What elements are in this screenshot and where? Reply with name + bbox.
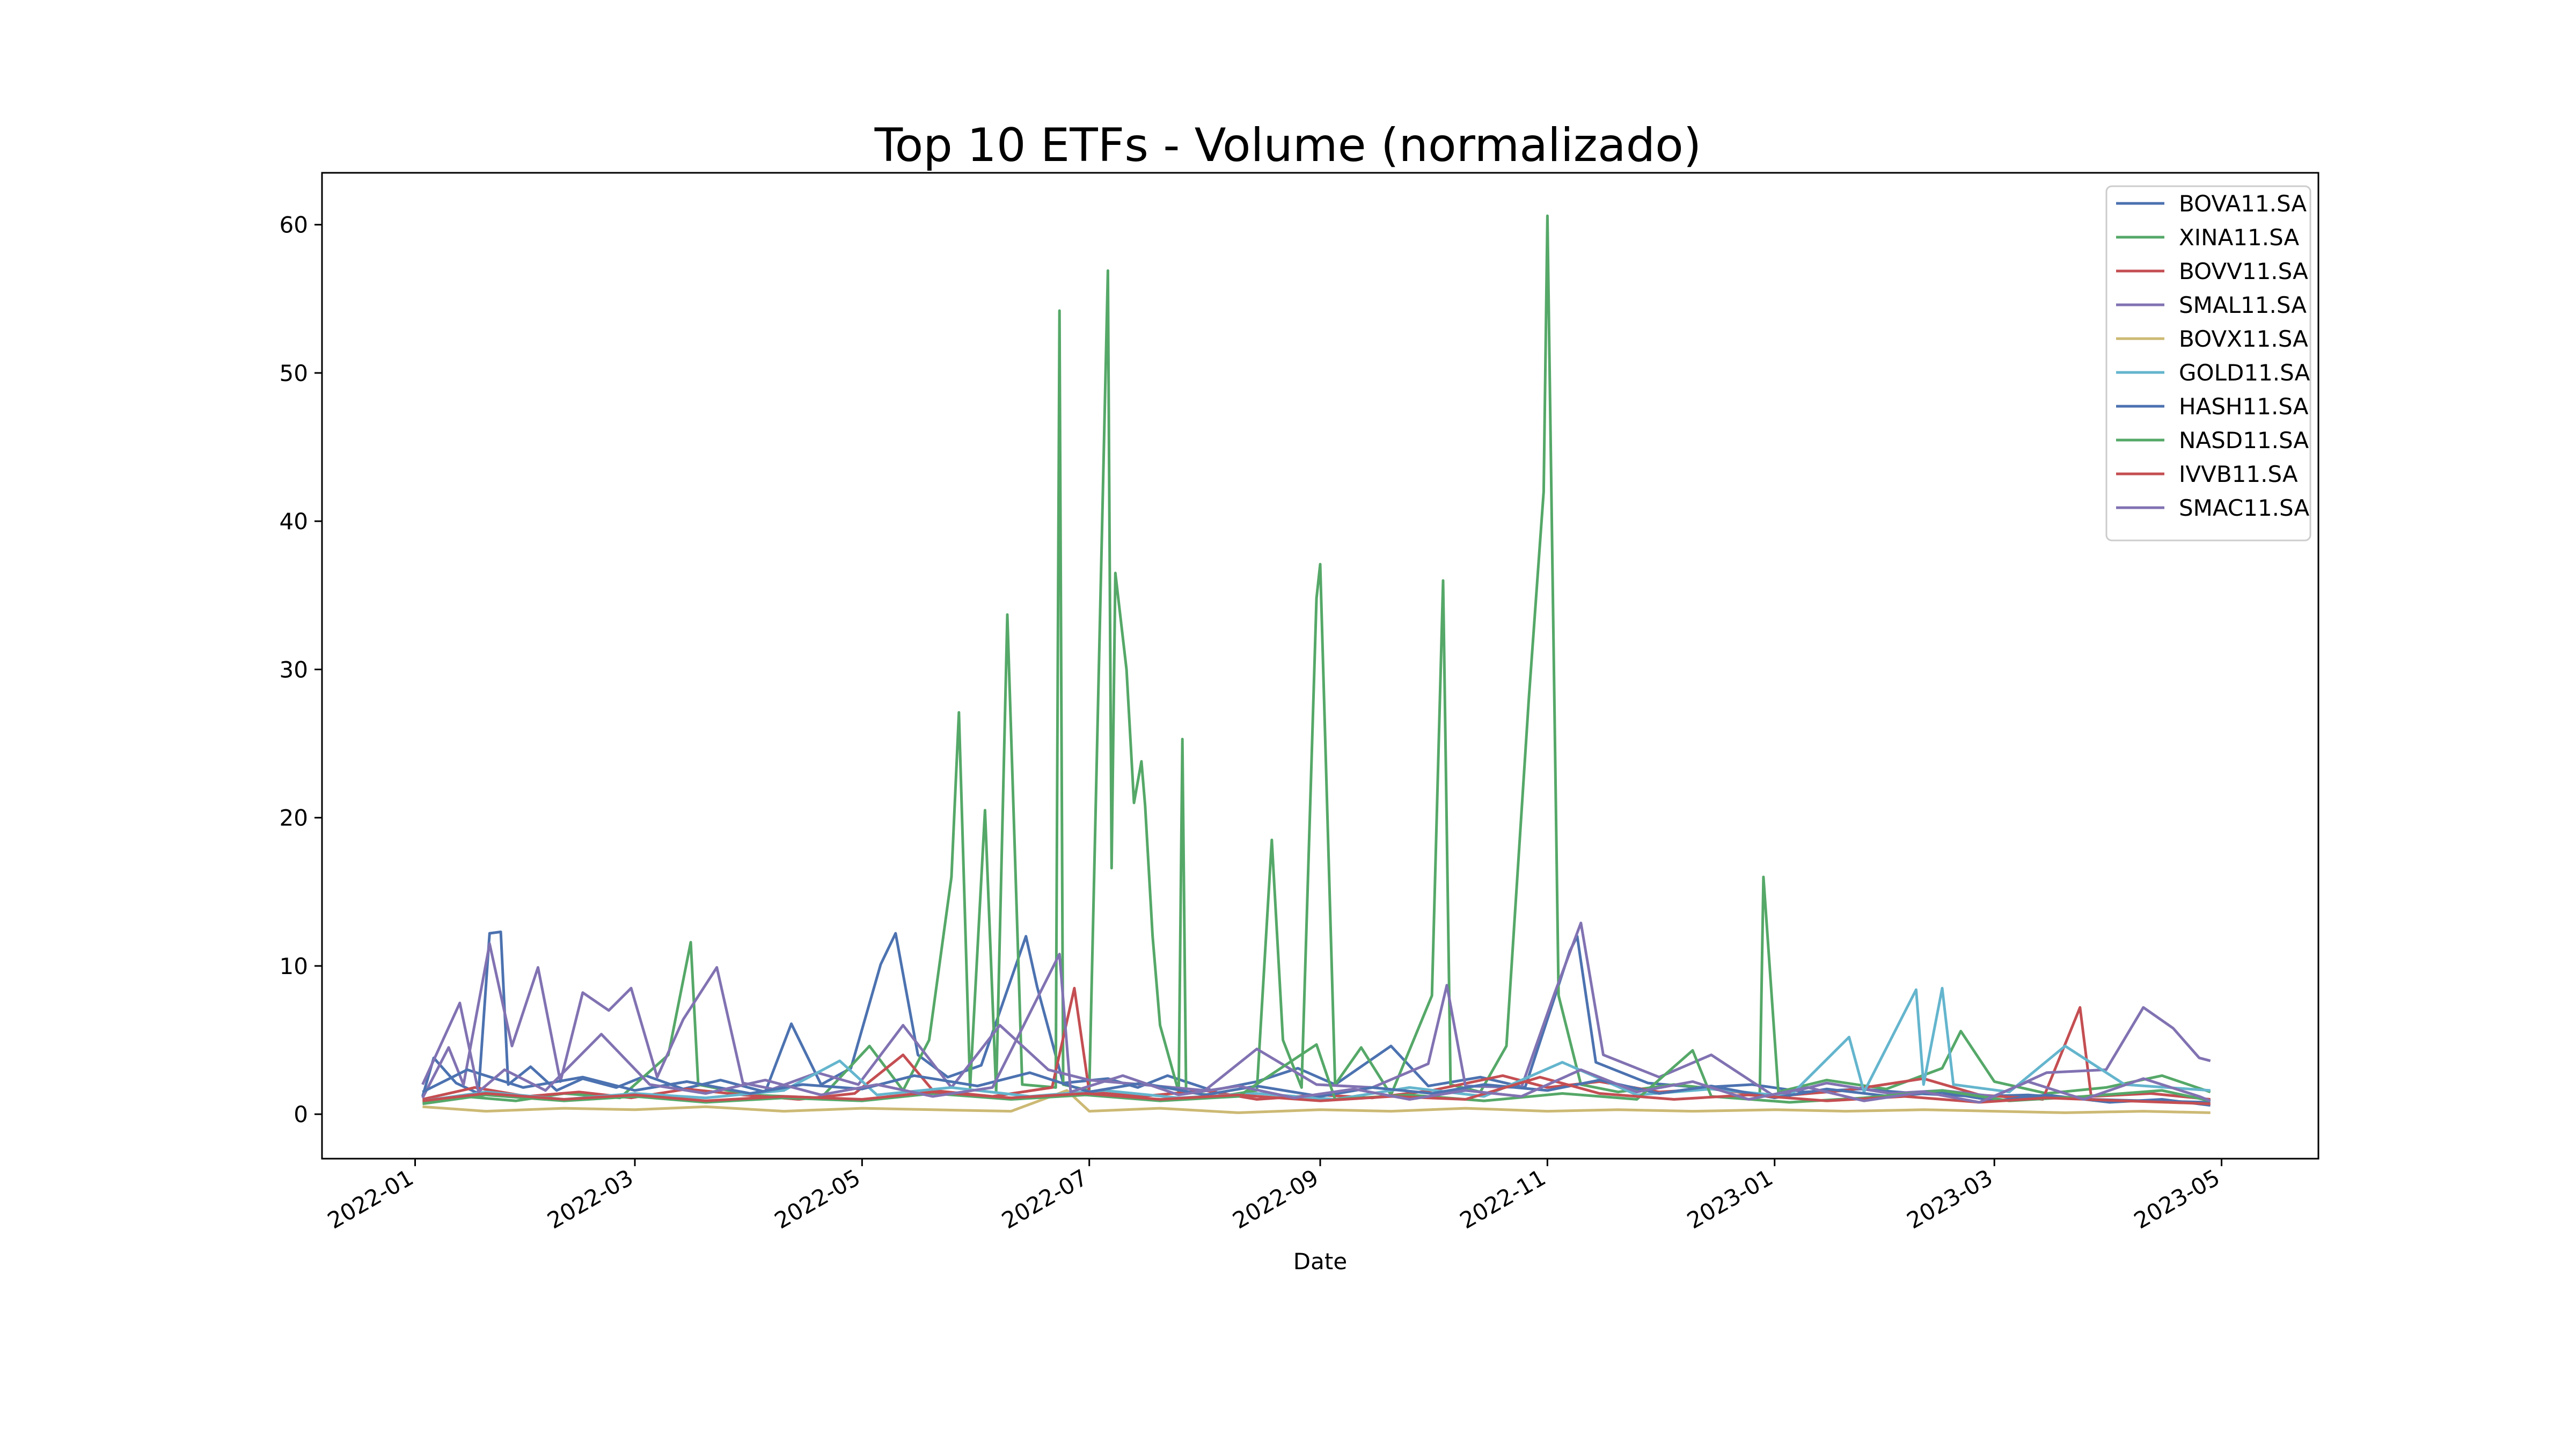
series-line-smac11-sa	[421, 953, 2211, 1104]
y-axis: 0 10 20 30 40 50 60	[280, 212, 322, 1128]
chart-title: Top 10 ETFs - Volume (normalizado)	[874, 119, 1702, 172]
legend-entry-label: GOLD11.SA	[2179, 360, 2310, 386]
legend-entry-label: SMAC11.SA	[2179, 495, 2309, 521]
legend-entry-label: SMAL11.SA	[2179, 292, 2307, 318]
legend-entry-label: NASD11.SA	[2179, 427, 2309, 453]
legend: BOVA11.SA XINA11.SA BOVV11.SA SMAL11.SA BOVX…	[2105, 185, 2311, 541]
x-axis-label: Date	[1293, 1248, 1347, 1275]
legend-box	[2105, 185, 2311, 541]
y-tick-label: 60	[280, 212, 308, 238]
legend-entry-label: HASH11.SA	[2179, 393, 2309, 420]
series-layer	[421, 214, 2211, 1114]
y-tick-label: 20	[280, 805, 308, 831]
y-tick-label: 10	[280, 953, 308, 979]
legend-entry-label: XINA11.SA	[2179, 224, 2300, 251]
series-line-ivvb11-sa	[422, 1075, 2211, 1106]
legend-entry-label: BOVA11.SA	[2179, 191, 2307, 217]
series-line-bovv11-sa	[422, 986, 2211, 1101]
legend-entry-label: BOVX11.SA	[2179, 326, 2308, 352]
legend-entry-label: BOVV11.SA	[2179, 258, 2308, 284]
y-tick-label: 50	[280, 360, 308, 386]
series-line-bovx11-sa	[422, 1089, 2211, 1114]
y-tick-label: 40	[280, 508, 308, 535]
legend-entry-label: IVVB11.SA	[2179, 461, 2298, 487]
y-tick-label: 30	[280, 656, 308, 683]
y-tick-label: 0	[294, 1101, 308, 1128]
